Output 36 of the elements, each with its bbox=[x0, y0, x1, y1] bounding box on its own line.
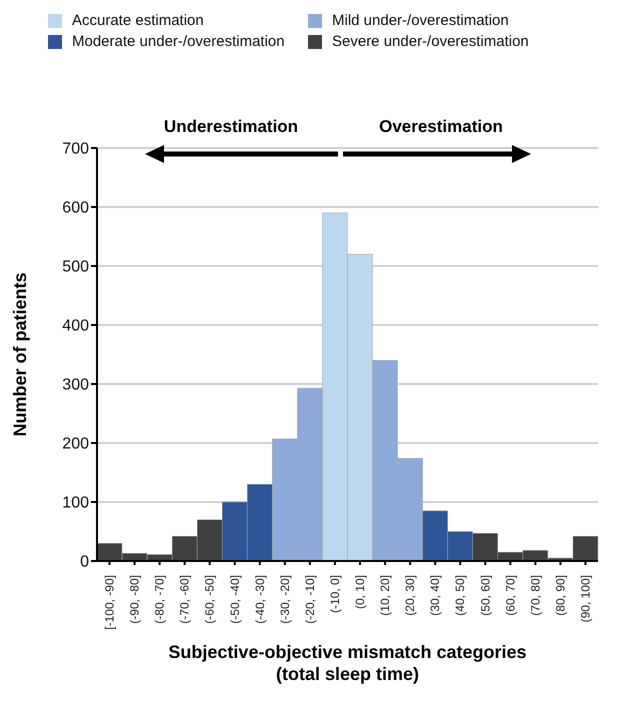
x-tick-label: (-90, -80] bbox=[128, 575, 142, 624]
x-tick-label: (-80, -70] bbox=[152, 575, 167, 624]
x-tick-label: (-40, -30] bbox=[252, 575, 267, 624]
x-tick-label: (90, 100] bbox=[578, 575, 592, 622]
legend-label: Mild under-/overestimation bbox=[332, 12, 509, 29]
y-tick-label: 600 bbox=[62, 200, 90, 217]
text: Underestimation bbox=[164, 117, 298, 136]
x-tick-label: (-50, -40] bbox=[228, 575, 242, 624]
y-tick-label: 300 bbox=[62, 376, 90, 394]
x-axis-title: Subjective-objective mismatch categories (total sleep time) bbox=[168, 642, 527, 684]
y-tick-label: 200 bbox=[62, 436, 90, 453]
y-tick-label: 500 bbox=[62, 258, 90, 276]
x-tick-label: (-20, -10] bbox=[302, 575, 317, 624]
x-tick-label: (30, 40] bbox=[428, 575, 442, 616]
legend-label: Moderate under-/overestimation bbox=[72, 33, 285, 50]
y-axis-title: Number of patients bbox=[10, 272, 30, 437]
y-tick-label: 400 bbox=[62, 318, 90, 335]
x-tick-label: (-10, 0] bbox=[328, 575, 342, 614]
legend-label: Accurate estimation bbox=[72, 12, 204, 29]
x-tick-label: (10, 20] bbox=[378, 575, 392, 616]
x-tick-label: (50, 60] bbox=[478, 575, 492, 616]
x-tick-label: (80, 90] bbox=[553, 575, 568, 616]
legend-label: Severe under-/overestimation bbox=[332, 33, 529, 50]
y-tick-label: 100 bbox=[62, 494, 90, 512]
x-tick-label: (0, 10] bbox=[353, 575, 368, 610]
y-tick-label: 700 bbox=[62, 140, 90, 158]
x-tick-label: [-100, -90] bbox=[102, 575, 117, 630]
x-tick-label: (20, 30] bbox=[403, 575, 418, 616]
x-tick-label: (-70, -60] bbox=[178, 575, 192, 624]
x-tick-label: (-60, -50] bbox=[202, 575, 217, 624]
x-tick-label: (70, 80] bbox=[528, 575, 542, 616]
y-tick-label: 0 bbox=[80, 554, 90, 571]
x-tick-label: (-30, -20] bbox=[278, 575, 292, 624]
x-tick-label: (60, 70] bbox=[503, 575, 518, 616]
text: Overestimation bbox=[379, 117, 503, 136]
x-tick-label: (40, 50] bbox=[453, 575, 468, 616]
